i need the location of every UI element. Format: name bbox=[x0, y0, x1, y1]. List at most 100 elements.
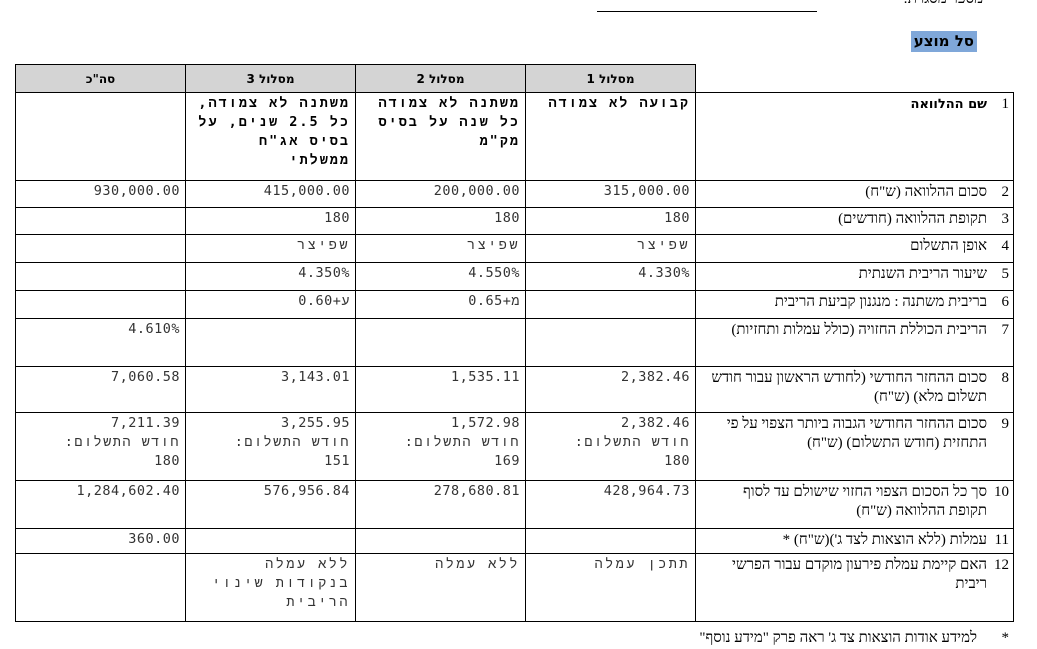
table-row: 4 אופן התשלום שפיצר שפיצר שפיצר bbox=[15, 234, 1014, 263]
row-label-cell: 2 סכום ההלוואה (ש"ח) bbox=[695, 180, 1014, 208]
row-number: 8 bbox=[1001, 370, 1010, 386]
amount: 7,211.39 bbox=[110, 415, 180, 431]
table-row: 11 עמלות (ללא הוצאות לצד ג')(ש"ח) * 360.00 bbox=[15, 528, 1014, 554]
month: 169 bbox=[494, 453, 520, 469]
table-row: 9 סכום ההחזר החודשי הגבוה ביותר הצפוי על … bbox=[15, 412, 1014, 481]
cell-text: קבועה לא צמודה bbox=[548, 95, 690, 111]
cell-text: 1,535.11 bbox=[450, 369, 520, 385]
cell-text: שפיצר bbox=[296, 237, 350, 253]
row-label: שיעור הריבית השנתית bbox=[858, 266, 987, 282]
header-total: סה"כ bbox=[15, 64, 186, 93]
row-number: 3 bbox=[1001, 211, 1010, 227]
value-cell bbox=[15, 290, 186, 319]
value-cell bbox=[185, 318, 356, 367]
table-row: 8 סכום ההחזר החודשי (לחודש הראשון עבור חו… bbox=[15, 366, 1014, 413]
row-label: סכום ההלוואה (ש"ח) bbox=[865, 184, 987, 200]
row-label-cell: 4 אופן התשלום bbox=[695, 234, 1014, 263]
value-cell: 930,000.00 bbox=[15, 180, 186, 208]
value-cell: 7,060.58 bbox=[15, 366, 186, 413]
value-cell: 3,255.95 חודש התשלום: 151 bbox=[185, 412, 356, 481]
cell-text: משתנה לא צמודה, כל 2.5 שנים, על בסיס אג"… bbox=[198, 95, 350, 168]
value-cell: 4.550% bbox=[355, 262, 526, 291]
cell-text: משתנה לא צמודה כל שנה על בסיס מק"מ bbox=[378, 95, 520, 149]
value-cell: 4.350% bbox=[185, 262, 356, 291]
row-label-cell: 12 האם קיימת עמלת פירעון מוקדם עבור הפרשי… bbox=[695, 553, 1014, 622]
cell-text: ללא עמלה בנקודות שינוי הריבית bbox=[212, 556, 350, 610]
cell-text: 2,382.46 bbox=[620, 369, 690, 385]
row-label-cell: 1 שם ההלוואה bbox=[695, 92, 1014, 181]
row-label-cell: 3 תקופת ההלוואה (חודשים) bbox=[695, 207, 1014, 235]
row-number: 4 bbox=[1001, 238, 1010, 254]
header-blank bbox=[695, 64, 1014, 93]
footnote: * למידע אודות הוצאות צד ג' ראה פרק "מידע… bbox=[699, 630, 1009, 647]
value-cell bbox=[15, 262, 186, 291]
value-cell bbox=[15, 92, 186, 181]
value-cell bbox=[15, 553, 186, 622]
value-cell: 278,680.81 bbox=[355, 480, 526, 529]
value-cell bbox=[525, 318, 696, 367]
cell-text: 415,000.00 bbox=[263, 183, 350, 199]
value-cell: מ+0.65 bbox=[355, 290, 526, 319]
row-label-cell: 11 עמלות (ללא הוצאות לצד ג')(ש"ח) * bbox=[695, 528, 1014, 554]
cell-text: 4.330% bbox=[638, 265, 690, 281]
value-cell: 315,000.00 bbox=[525, 180, 696, 208]
cell-text: 4.550% bbox=[468, 265, 520, 281]
cell-text: 930,000.00 bbox=[93, 183, 180, 199]
cell-text: 200,000.00 bbox=[433, 183, 520, 199]
month-label: חודש התשלום: bbox=[404, 434, 520, 450]
row-label: סך כל הסכום הצפוי החזוי שישולם עד לסוף ת… bbox=[742, 484, 987, 519]
row-number: 6 bbox=[1001, 294, 1010, 310]
value-cell bbox=[15, 207, 186, 235]
month-label: חודש התשלום: bbox=[64, 434, 180, 450]
cell-text: 180 bbox=[664, 210, 690, 226]
value-cell: 200,000.00 bbox=[355, 180, 526, 208]
row-label: בריבית משתנה : מנגנון קביעת הריבית bbox=[774, 294, 987, 310]
cell-text: 576,956.84 bbox=[263, 483, 350, 499]
row-number: 11 bbox=[994, 532, 1009, 548]
table-row: 5 שיעור הריבית השנתית 4.330% 4.550% 4.350% bbox=[15, 262, 1014, 291]
value-cell bbox=[525, 290, 696, 319]
value-cell: 2,382.46 חודש התשלום: 180 bbox=[525, 412, 696, 481]
cell-text: 360.00 bbox=[128, 531, 180, 547]
table-row: 2 סכום ההלוואה (ש"ח) 315,000.00 200,000.00 4… bbox=[15, 180, 1014, 208]
cell-text: שפיצר bbox=[636, 237, 690, 253]
value-cell: 415,000.00 bbox=[185, 180, 356, 208]
cell-text: שפיצר bbox=[466, 237, 520, 253]
amount: 2,382.46 bbox=[620, 415, 690, 431]
table-header-row: מסלול 1 מסלול 2 מסלול 3 סה"כ bbox=[15, 64, 1014, 93]
row-number: 12 bbox=[994, 557, 1009, 573]
cell-text: 4.350% bbox=[298, 265, 350, 281]
cell-text: 3,143.01 bbox=[280, 369, 350, 385]
cell-text: 315,000.00 bbox=[603, 183, 690, 199]
value-cell bbox=[525, 528, 696, 554]
row-label-cell: 9 סכום ההחזר החודשי הגבוה ביותר הצפוי על … bbox=[695, 412, 1014, 481]
cell-text: ע+0.60 bbox=[298, 293, 350, 309]
value-cell: 3,143.01 bbox=[185, 366, 356, 413]
row-label: שם ההלוואה bbox=[910, 97, 987, 112]
month-label: חודש התשלום: bbox=[234, 434, 350, 450]
cell-text: 7,060.58 bbox=[110, 369, 180, 385]
month: 151 bbox=[324, 453, 350, 469]
row-label-cell: 8 סכום ההחזר החודשי (לחודש הראשון עבור חו… bbox=[695, 366, 1014, 413]
value-cell: 428,964.73 bbox=[525, 480, 696, 529]
value-cell: ללא עמלה בנקודות שינוי הריבית bbox=[185, 553, 356, 622]
value-cell: משתנה לא צמודה כל שנה על בסיס מק"מ bbox=[355, 92, 526, 181]
cell-text: 1,284,602.40 bbox=[76, 483, 180, 499]
header-track-2: מסלול 2 bbox=[355, 64, 526, 93]
row-label-cell: 10 סך כל הסכום הצפוי החזוי שישולם עד לסוף… bbox=[695, 480, 1014, 529]
cell-text: 428,964.73 bbox=[603, 483, 690, 499]
header-track-3: מסלול 3 bbox=[185, 64, 356, 93]
value-cell: 2,382.46 bbox=[525, 366, 696, 413]
table-row: 12 האם קיימת עמלת פירעון מוקדם עבור הפרשי… bbox=[15, 553, 1014, 622]
section-title: סל מוצע bbox=[910, 31, 977, 52]
table-row: 3 תקופת ההלוואה (חודשים) 180 180 180 bbox=[15, 207, 1014, 235]
value-cell: 180 bbox=[355, 207, 526, 235]
loan-comparison-table: מסלול 1 מסלול 2 מסלול 3 סה"כ 1 שם ההלוואה… bbox=[15, 64, 1014, 622]
amount: 3,255.95 bbox=[280, 415, 350, 431]
value-cell: 7,211.39 חודש התשלום: 180 bbox=[15, 412, 186, 481]
frame-number-field-line bbox=[597, 11, 817, 12]
row-number: 1 bbox=[1001, 96, 1010, 112]
row-number: 5 bbox=[1001, 266, 1010, 282]
row-label: האם קיימת עמלת פירעון מוקדם עבור הפרשי ר… bbox=[732, 557, 987, 592]
value-cell bbox=[185, 528, 356, 554]
